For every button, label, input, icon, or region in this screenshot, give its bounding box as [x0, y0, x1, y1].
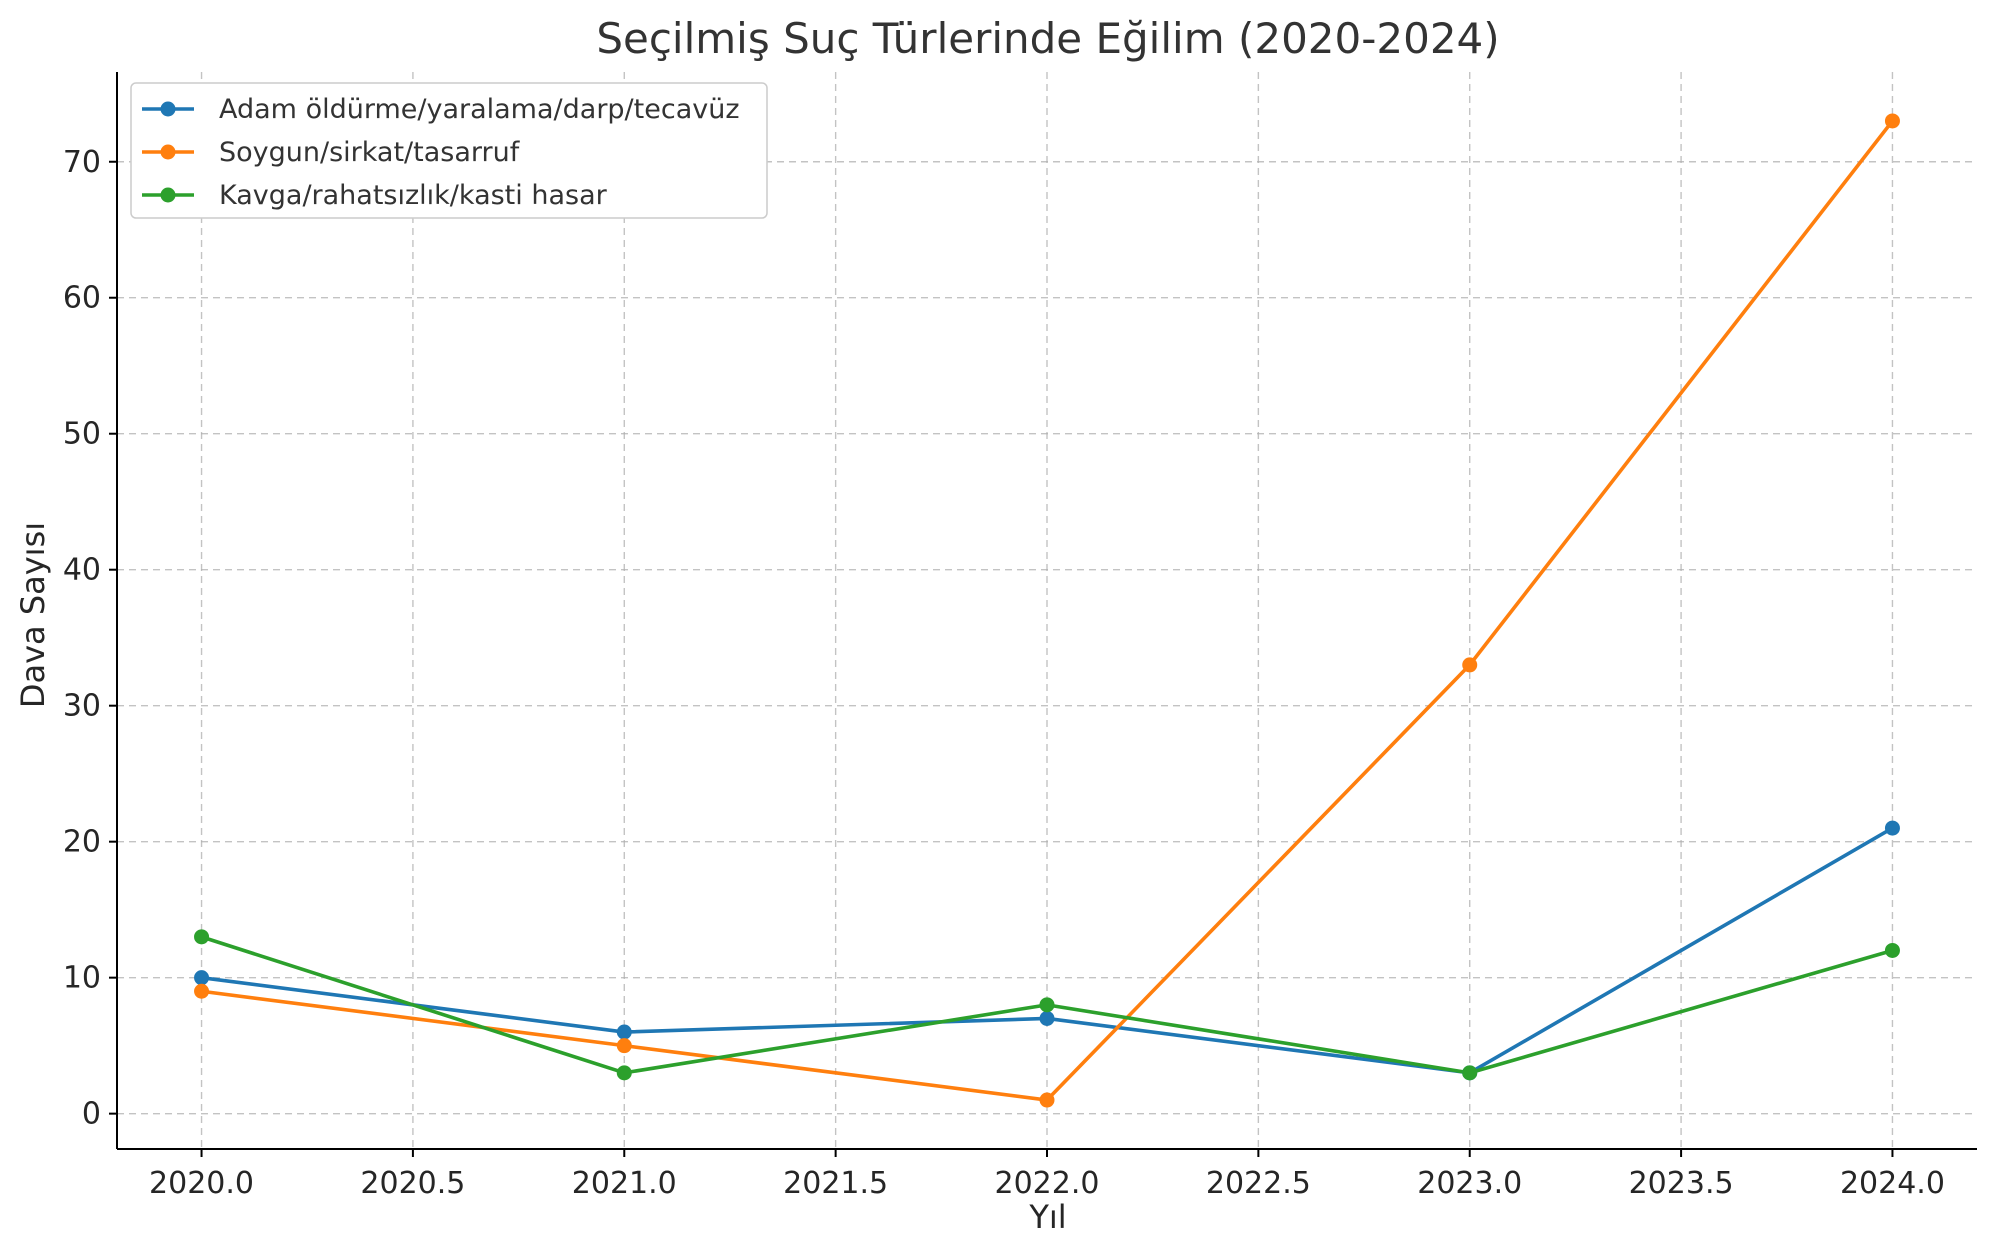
- y-tick-label: 0: [82, 1097, 101, 1132]
- x-tick-label: 2023.5: [1629, 1166, 1734, 1201]
- x-axis-title: Yıl: [1028, 1198, 1066, 1236]
- y-axis-title: Dava Sayısı: [14, 522, 52, 708]
- legend-marker-3: [160, 187, 176, 203]
- series-layer: [194, 113, 1900, 1108]
- y-tick-label: 50: [63, 417, 101, 452]
- x-tick-label: 2021.5: [783, 1166, 888, 1201]
- x-tick-label: 2023.0: [1417, 1166, 1522, 1201]
- x-tick-label: 2021.0: [572, 1166, 677, 1201]
- legend-marker-2: [160, 144, 176, 160]
- data-point-2: [1884, 113, 1900, 129]
- y-tick-label: 20: [63, 825, 101, 860]
- y-tick-label: 70: [63, 145, 101, 180]
- x-tick-label: 2020.0: [149, 1166, 254, 1201]
- data-point-3: [194, 929, 210, 945]
- legend-label-1: Adam öldürme/yaralama/darp/tecavüz: [219, 94, 740, 125]
- y-tick-label: 30: [63, 689, 101, 724]
- data-point-3: [1462, 1065, 1478, 1081]
- data-point-2: [1039, 1092, 1055, 1108]
- legend-frame: [130, 82, 768, 219]
- data-point-3: [1884, 942, 1900, 958]
- data-point-1: [616, 1024, 632, 1040]
- y-tick-label: 40: [63, 553, 101, 588]
- data-point-3: [1039, 997, 1055, 1013]
- y-tick-label: 10: [63, 961, 101, 996]
- x-tick-label: 2022.0: [995, 1166, 1100, 1201]
- data-point-2: [616, 1038, 632, 1054]
- data-point-3: [616, 1065, 632, 1081]
- data-point-1: [1884, 820, 1900, 836]
- x-tick-label: 2022.5: [1206, 1166, 1311, 1201]
- data-point-2: [194, 983, 210, 999]
- x-tick-label: 2020.5: [360, 1166, 465, 1201]
- data-point-1: [1039, 1010, 1055, 1026]
- legend: Adam öldürme/yaralama/darp/tecavüz Soygun…: [130, 82, 768, 219]
- data-point-2: [1462, 657, 1478, 673]
- chart-title: Seçilmiş Suç Türlerinde Eğilim (2020-202…: [596, 14, 1499, 63]
- axes: 2020.0 2020.5 2021.0 2021.5 2022.0 2022.5 2023…: [63, 72, 1977, 1201]
- data-point-1: [194, 970, 210, 986]
- legend-label-3: Kavga/rahatsızlık/kasti hasar: [219, 180, 608, 211]
- legend-label-2: Soygun/sirkat/tasarruf: [219, 137, 521, 168]
- x-tick-label: 2024.0: [1840, 1166, 1945, 1201]
- legend-marker-1: [160, 101, 176, 117]
- y-tick-label: 60: [63, 281, 101, 316]
- grid: [117, 72, 1977, 1149]
